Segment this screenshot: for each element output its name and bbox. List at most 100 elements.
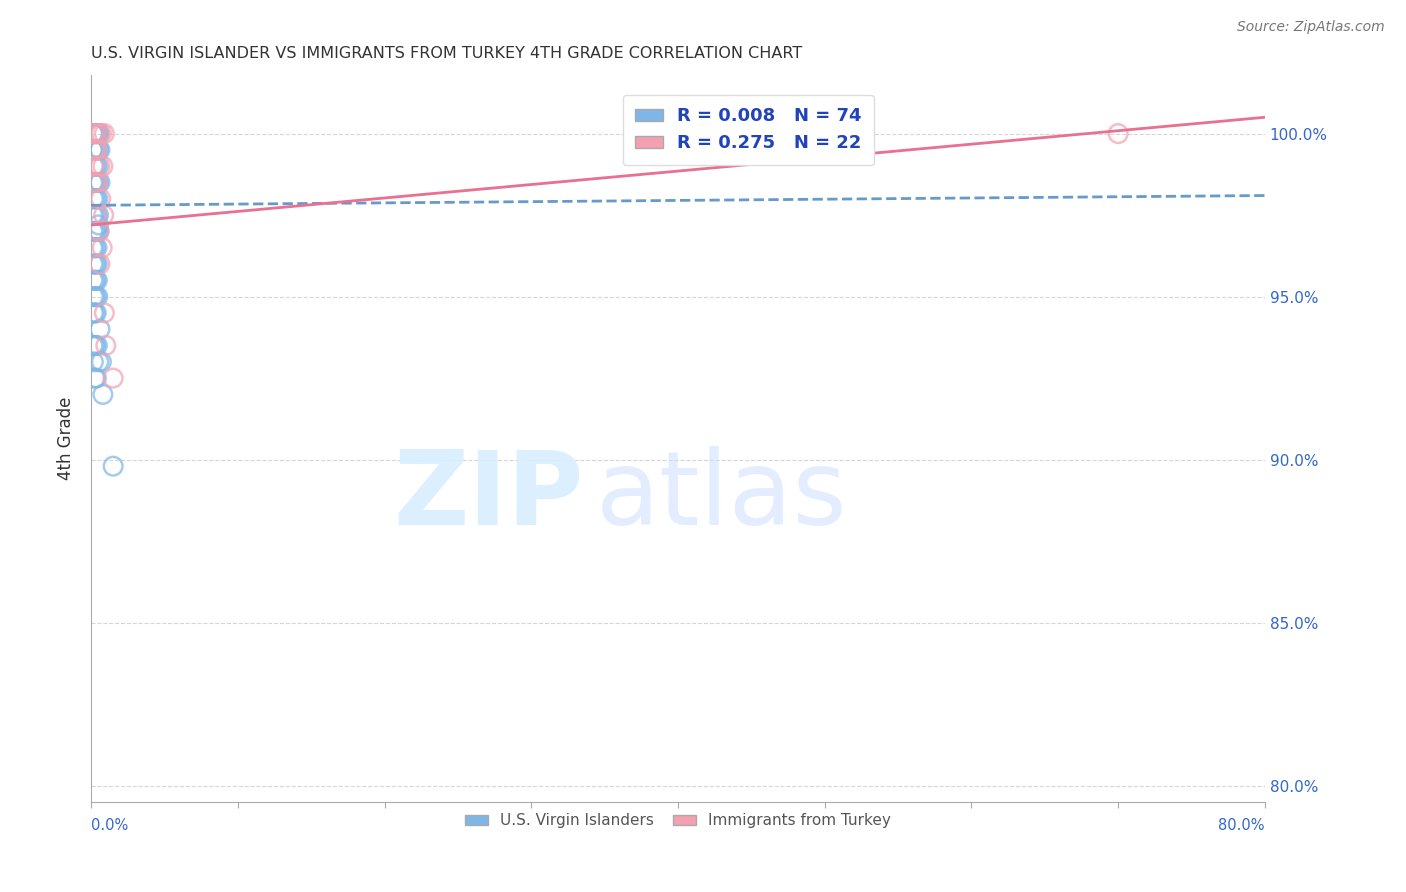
Point <box>89 176 111 190</box>
Point <box>83 143 105 157</box>
Point <box>83 192 105 206</box>
Text: Source: ZipAtlas.com: Source: ZipAtlas.com <box>1237 20 1385 34</box>
Point <box>101 459 124 474</box>
Point <box>82 176 104 190</box>
Point <box>87 159 110 173</box>
Point <box>87 176 110 190</box>
Point <box>84 306 107 320</box>
Point <box>90 355 112 369</box>
Point <box>83 224 105 238</box>
Point <box>87 208 110 222</box>
Point <box>89 127 111 141</box>
Point <box>84 273 107 287</box>
Point <box>82 143 104 157</box>
Point <box>90 127 112 141</box>
Point <box>93 208 115 222</box>
Text: 80.0%: 80.0% <box>1219 818 1265 833</box>
Point <box>82 127 104 141</box>
Text: U.S. VIRGIN ISLANDER VS IMMIGRANTS FROM TURKEY 4TH GRADE CORRELATION CHART: U.S. VIRGIN ISLANDER VS IMMIGRANTS FROM … <box>91 46 803 62</box>
Point <box>84 127 107 141</box>
Point <box>83 159 105 173</box>
Point <box>87 290 110 304</box>
Point <box>93 127 115 141</box>
Point <box>82 127 104 141</box>
Text: ZIP: ZIP <box>394 446 583 547</box>
Point <box>94 338 117 352</box>
Point <box>86 127 108 141</box>
Point <box>84 290 107 304</box>
Point <box>82 241 104 255</box>
Point <box>83 371 105 385</box>
Point <box>93 306 115 320</box>
Point <box>84 224 107 238</box>
Point <box>84 143 107 157</box>
Point <box>86 176 108 190</box>
Point <box>1107 127 1129 141</box>
Point <box>82 290 104 304</box>
Point <box>84 241 107 255</box>
Point <box>86 241 108 255</box>
Point <box>83 241 105 255</box>
Point <box>86 338 108 352</box>
Point <box>82 127 104 141</box>
Point <box>86 208 108 222</box>
Point <box>86 224 108 238</box>
Point <box>87 218 110 232</box>
Point <box>87 355 110 369</box>
Point <box>86 143 108 157</box>
Y-axis label: 4th Grade: 4th Grade <box>58 397 75 480</box>
Point <box>87 127 110 141</box>
Point <box>89 257 111 271</box>
Text: 0.0%: 0.0% <box>91 818 128 833</box>
Point <box>83 306 105 320</box>
Point <box>83 208 105 222</box>
Point <box>91 241 114 255</box>
Point <box>83 159 105 173</box>
Point <box>83 176 105 190</box>
Point <box>89 224 111 238</box>
Legend: U.S. Virgin Islanders, Immigrants from Turkey: U.S. Virgin Islanders, Immigrants from T… <box>460 807 897 834</box>
Point <box>89 143 111 157</box>
Point <box>83 176 105 190</box>
Point <box>82 306 104 320</box>
Point <box>84 192 107 206</box>
Point <box>82 143 104 157</box>
Point <box>87 143 110 157</box>
Point <box>87 127 110 141</box>
Point <box>82 257 104 271</box>
Point <box>91 387 114 401</box>
Point <box>84 257 107 271</box>
Point <box>86 143 108 157</box>
Point <box>84 127 107 141</box>
Point <box>87 192 110 206</box>
Point <box>84 338 107 352</box>
Point <box>83 143 105 157</box>
Point <box>84 371 107 385</box>
Point <box>82 208 104 222</box>
Point <box>84 159 107 173</box>
Point <box>83 338 105 352</box>
Point <box>86 273 108 287</box>
Point <box>84 208 107 222</box>
Point <box>101 371 124 385</box>
Point <box>84 176 107 190</box>
Point <box>82 192 104 206</box>
Point <box>89 159 111 173</box>
Point <box>82 338 104 352</box>
Point <box>82 273 104 287</box>
Point <box>90 192 112 206</box>
Point <box>87 176 110 190</box>
Text: atlas: atlas <box>596 446 848 547</box>
Point <box>82 224 104 238</box>
Point <box>91 159 114 173</box>
Point <box>84 208 107 222</box>
Point <box>89 322 111 336</box>
Point <box>87 224 110 238</box>
Point <box>84 127 107 141</box>
Point <box>83 273 105 287</box>
Point <box>86 257 108 271</box>
Point <box>83 176 105 190</box>
Point <box>83 127 105 141</box>
Point <box>82 159 104 173</box>
Point <box>83 290 105 304</box>
